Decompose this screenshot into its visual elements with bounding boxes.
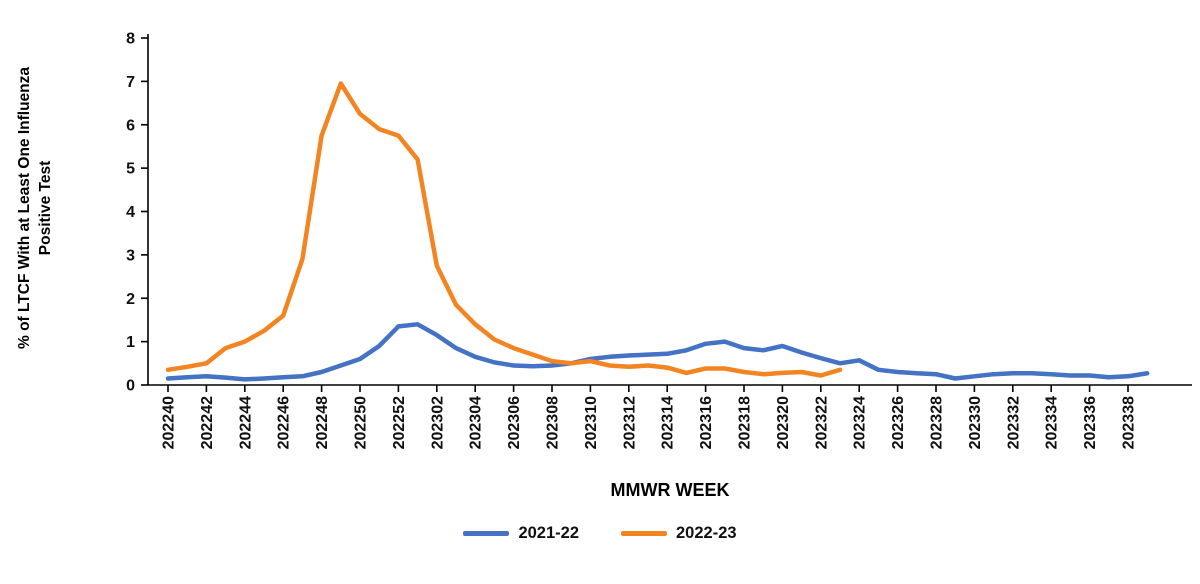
x-tick-label: 202322	[813, 396, 830, 449]
y-tick-label: 3	[126, 247, 135, 264]
x-tick-label: 202316	[698, 396, 715, 449]
x-tick-label: 202312	[621, 396, 638, 449]
x-tick-label: 202332	[1005, 396, 1022, 449]
x-tick-label: 202246	[276, 396, 293, 449]
y-tick-label: 8	[126, 31, 135, 48]
legend-swatch-2022-23	[621, 531, 667, 536]
x-tick-label: 202328	[929, 396, 946, 449]
y-tick-label: 5	[126, 161, 135, 178]
x-tick-label: 202330	[967, 396, 984, 449]
legend-swatch-2021-22	[463, 531, 510, 536]
y-tick-label: 4	[126, 204, 135, 221]
x-tick-label: 202324	[852, 396, 869, 449]
legend-label-2021-22: 2021-22	[518, 524, 579, 542]
legend-label-2022-23: 2022-23	[676, 524, 737, 542]
x-tick-label: 202318	[737, 396, 754, 449]
x-tick-label: 202314	[660, 396, 677, 449]
x-axis-title: MMWR WEEK	[610, 480, 730, 500]
x-tick-label: 202308	[545, 396, 562, 449]
y-tick-label: 7	[126, 74, 135, 91]
y-tick-label: 6	[126, 117, 135, 134]
x-tick-label: 202244	[237, 396, 254, 449]
x-tick-label: 202320	[775, 396, 792, 449]
x-tick-label: 202242	[199, 396, 216, 449]
x-tick-label: 202310	[583, 396, 600, 449]
x-tick-label: 202336	[1082, 396, 1099, 449]
series-line-2022-23	[165, 81, 843, 378]
legend-item-2021-22: 2021-22	[463, 524, 579, 543]
x-tick-label: 202334	[1044, 396, 1061, 449]
y-tick-label: 2	[126, 291, 135, 308]
chart-legend: 2021-22 2022-23	[0, 524, 1200, 543]
y-tick-label: 1	[126, 334, 135, 351]
legend-item-2022-23: 2022-23	[621, 524, 737, 543]
x-tick-label: 202326	[890, 396, 907, 449]
x-tick-label: 202338	[1121, 396, 1138, 449]
x-tick-label: 202240	[161, 396, 178, 449]
x-tick-label: 202248	[314, 396, 331, 449]
y-tick-label: 0	[126, 378, 135, 395]
x-tick-label: 202252	[391, 396, 408, 449]
series-line-2021-22	[165, 322, 1150, 382]
x-tick-label: 202302	[429, 396, 446, 449]
x-tick-label: 202306	[506, 396, 523, 449]
x-tick-label: 202304	[468, 396, 485, 449]
x-tick-label: 202250	[353, 396, 370, 449]
